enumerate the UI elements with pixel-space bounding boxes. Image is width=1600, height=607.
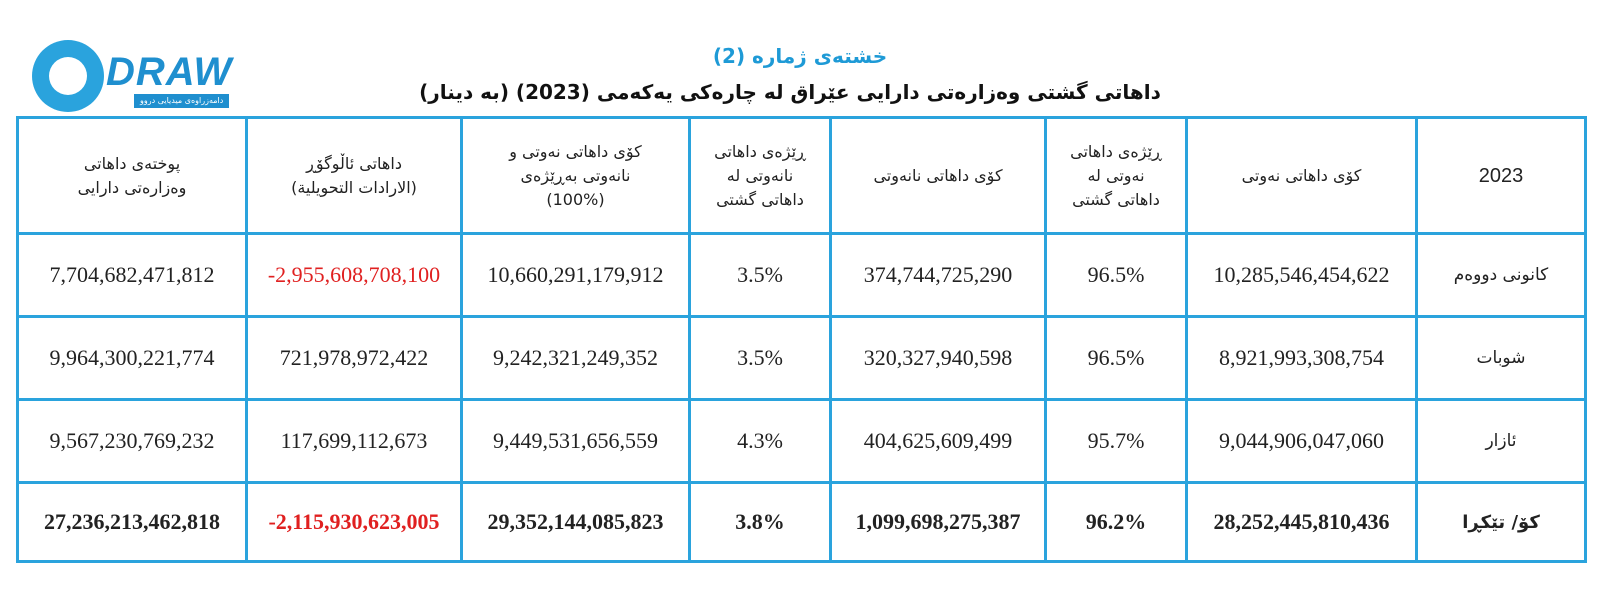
cell-month-label: کانونی دووەم: [1415, 232, 1587, 318]
cell-total: 10,660,291,179,912: [460, 232, 691, 318]
total-nonoil-ratio: 3.8%: [688, 481, 832, 563]
header-oil-revenue: كۆی داهاتی نەوتی: [1185, 116, 1418, 235]
cell-ministry: 9,567,230,769,232: [16, 398, 248, 484]
table-row: 9,964,300,221,774 721,978,972,422 9,242,…: [16, 315, 1587, 401]
total-label: کۆ/ تێکڕا: [1415, 481, 1587, 563]
revenue-table: پوختەی داهاتی وەزارەتی دارایی داهاتی ئاڵ…: [16, 116, 1587, 563]
cell-ministry: 9,964,300,221,774: [16, 315, 248, 401]
header-ministry-revenue: پوختەی داهاتی وەزارەتی دارایی: [16, 116, 248, 235]
cell-nonoil-revenue: 320,327,940,598: [829, 315, 1047, 401]
header-year: 2023: [1415, 116, 1587, 235]
table-row: 7,704,682,471,812 -2,955,608,708,100 10,…: [16, 232, 1587, 318]
cell-nonoil-revenue: 374,744,725,290: [829, 232, 1047, 318]
cell-transfer: 117,699,112,673: [245, 398, 463, 484]
total-oil-revenue: 28,252,445,810,436: [1185, 481, 1418, 563]
total-transfer: -2,115,930,623,005: [245, 481, 463, 563]
table-row: 9,567,230,769,232 117,699,112,673 9,449,…: [16, 398, 1587, 484]
cell-total: 9,449,531,656,559: [460, 398, 691, 484]
table-header-row: پوختەی داهاتی وەزارەتی دارایی داهاتی ئاڵ…: [16, 116, 1587, 235]
cell-month-label: ئازار: [1415, 398, 1587, 484]
header-oil-ratio: ڕێژەی داهاتی نەوتی لە داهاتی گشتی: [1044, 116, 1188, 235]
cell-nonoil-ratio: 4.3%: [688, 398, 832, 484]
page-title: داهاتی گشتی وەزارەتی دارایی عێراق لە چار…: [419, 80, 1161, 104]
cell-oil-revenue: 10,285,546,454,622: [1185, 232, 1418, 318]
cell-nonoil-revenue: 404,625,609,499: [829, 398, 1047, 484]
cell-transfer: -2,955,608,708,100: [245, 232, 463, 318]
header-transfer-revenue: داهاتی ئاڵوگۆڕ (الارادات التحويلية): [245, 116, 463, 235]
logo-tagline: دامەزراوەی میدیایی دروو: [134, 94, 230, 108]
cell-nonoil-ratio: 3.5%: [688, 232, 832, 318]
cell-transfer: 721,978,972,422: [245, 315, 463, 401]
header-total-oil-nonoil: كۆی داهاتی نەوتی و نانەوتی بەڕێژەی (100%…: [460, 116, 691, 235]
cell-nonoil-ratio: 3.5%: [688, 315, 832, 401]
total-total: 29,352,144,085,823: [460, 481, 691, 563]
cell-oil-ratio: 96.5%: [1044, 315, 1188, 401]
cell-oil-revenue: 9,044,906,047,060: [1185, 398, 1418, 484]
cell-oil-ratio: 95.7%: [1044, 398, 1188, 484]
cell-ministry: 7,704,682,471,812: [16, 232, 248, 318]
header-nonoil-revenue: كۆی داهاتی نانەوتی: [829, 116, 1047, 235]
table-total-row: 27,236,213,462,818 -2,115,930,623,005 29…: [16, 481, 1587, 563]
logo-circle-icon: [32, 40, 104, 112]
total-oil-ratio: 96.2%: [1044, 481, 1188, 563]
cell-oil-revenue: 8,921,993,308,754: [1185, 315, 1418, 401]
cell-total: 9,242,321,249,352: [460, 315, 691, 401]
cell-month-label: شوبات: [1415, 315, 1587, 401]
cell-oil-ratio: 96.5%: [1044, 232, 1188, 318]
total-nonoil-revenue: 1,099,698,275,387: [829, 481, 1047, 563]
total-ministry: 27,236,213,462,818: [16, 481, 248, 563]
draw-logo: DRAW دامەزراوەی میدیایی دروو: [32, 40, 233, 112]
header-nonoil-ratio: ڕێژەی داهاتی نانەوتی لە داهاتی گشتی: [688, 116, 832, 235]
table-number-title: خشتەی ژمارە (2): [712, 44, 888, 68]
logo-wordmark: DRAW: [106, 50, 233, 94]
